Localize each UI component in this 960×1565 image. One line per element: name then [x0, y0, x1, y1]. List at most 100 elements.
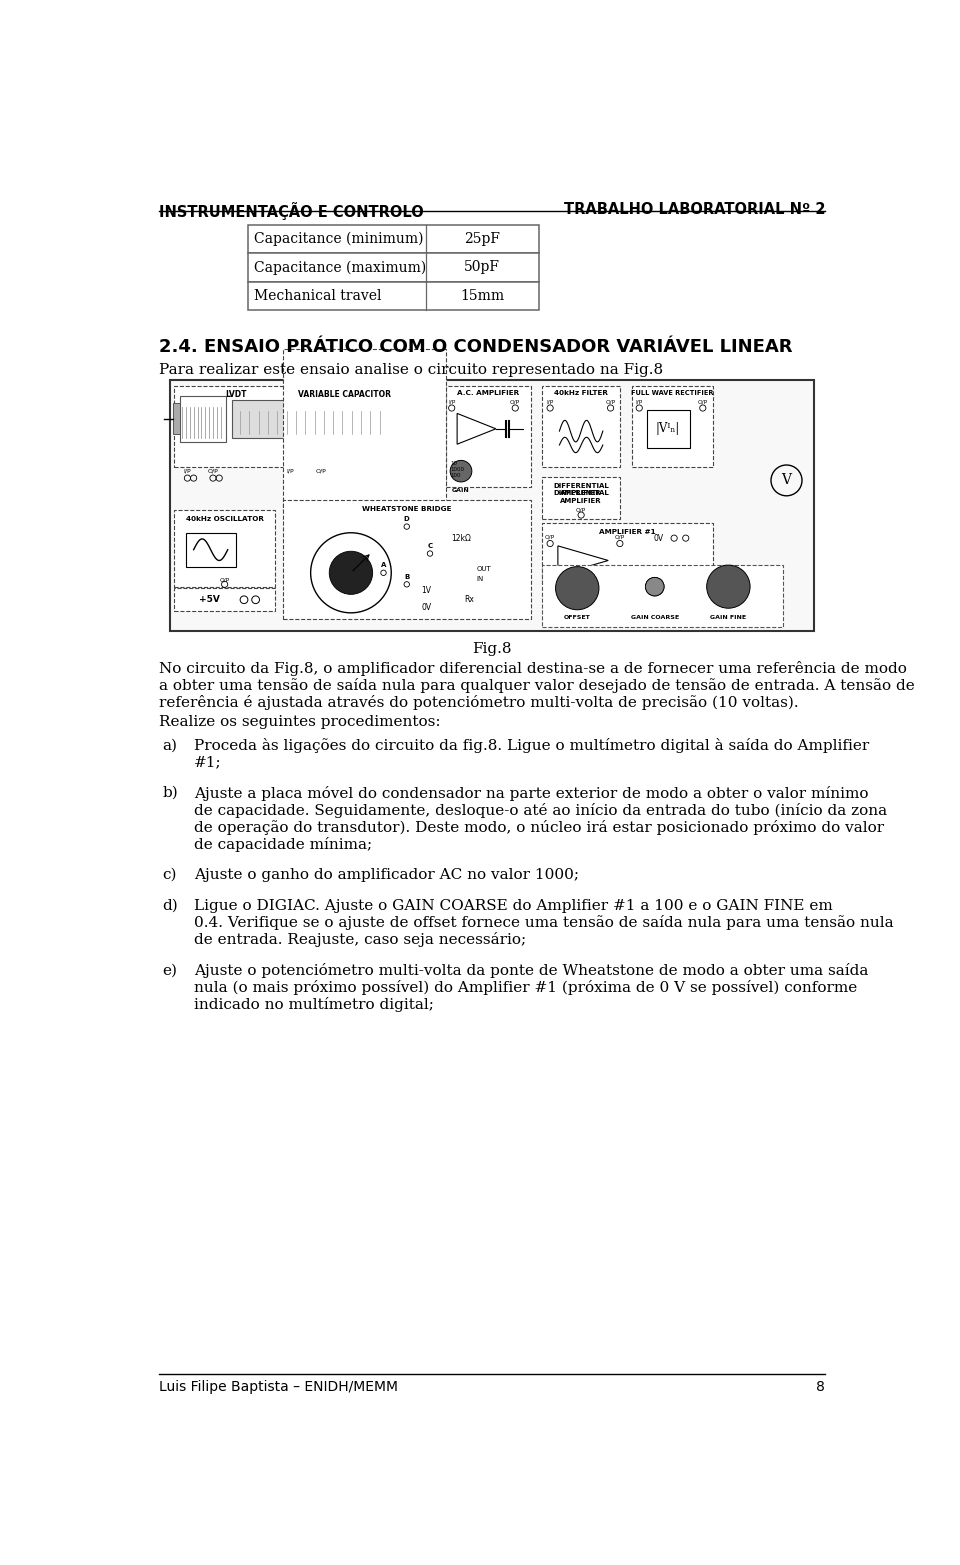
Text: 40kHz FILTER: 40kHz FILTER [554, 390, 608, 396]
Bar [180, 396, 227, 441]
Text: C: C [427, 543, 433, 549]
Bar [542, 477, 620, 520]
Text: No circuito da Fig.8, o amplificador diferencial destina-se a de fornecer uma re: No circuito da Fig.8, o amplificador dif… [158, 662, 906, 676]
Text: Realize os seguintes procedimentos:: Realize os seguintes procedimentos: [158, 715, 441, 729]
Text: B: B [404, 574, 409, 579]
Text: I/P: I/P [448, 399, 455, 404]
Bar [175, 387, 415, 468]
Bar [632, 387, 713, 468]
Text: OFFSET: OFFSET [564, 615, 590, 620]
Bar [175, 588, 275, 612]
Text: 2.4. ENSAIO PRÁTICO COM O CONDENSADOR VARIÁVEL LINEAR: 2.4. ENSAIO PRÁTICO COM O CONDENSADOR VA… [158, 338, 792, 355]
Text: V: V [781, 473, 791, 487]
Text: TRABALHO LABORATORIAL Nº 2: TRABALHO LABORATORIAL Nº 2 [564, 202, 826, 216]
Text: O/P: O/P [220, 577, 229, 582]
Text: 1000: 1000 [450, 468, 464, 473]
Text: 50pF: 50pF [465, 260, 500, 274]
Text: de entrada. Reajuste, caso seja necessário;: de entrada. Reajuste, caso seja necessár… [194, 933, 526, 947]
Text: DIFFERENTIAL: DIFFERENTIAL [553, 490, 609, 496]
Text: e): e) [162, 962, 178, 977]
Text: AMPLIFIER #1: AMPLIFIER #1 [599, 529, 656, 535]
Bar [175, 510, 275, 587]
Text: 12kΩ: 12kΩ [451, 534, 471, 543]
Circle shape [556, 567, 599, 610]
Text: nula (o mais próximo possível) do Amplifier #1 (próxima de 0 V se possível) conf: nula (o mais próximo possível) do Amplif… [194, 980, 857, 995]
Text: I/P: I/P [183, 470, 191, 474]
Text: 8: 8 [816, 1380, 826, 1394]
Bar [170, 380, 814, 631]
Text: a): a) [162, 739, 178, 753]
Bar [174, 404, 180, 434]
Text: OUT: OUT [476, 567, 492, 571]
Text: A: A [381, 562, 386, 568]
Text: +5V: +5V [199, 595, 220, 604]
Text: A.C. AMPLIFIER: A.C. AMPLIFIER [457, 390, 519, 396]
Text: Ligue o DIGIAC. Ajuste o GAIN COARSE do Amplifier #1 a 100 e o GAIN FINE em: Ligue o DIGIAC. Ajuste o GAIN COARSE do … [194, 898, 832, 912]
Text: O/P: O/P [545, 534, 555, 538]
Text: D: D [404, 516, 410, 521]
Text: LVDT: LVDT [226, 390, 247, 399]
Polygon shape [457, 413, 496, 444]
Bar [283, 499, 531, 620]
Text: 0.4. Verifique se o ajuste de offset fornece uma tensão de saída nula para uma t: 0.4. Verifique se o ajuste de offset for… [194, 916, 893, 931]
Bar [186, 532, 236, 568]
Text: O/P: O/P [576, 507, 587, 512]
Text: O/P: O/P [207, 470, 218, 474]
Text: O/P: O/P [698, 399, 708, 404]
Text: 40kHz OSCILLATOR: 40kHz OSCILLATOR [185, 516, 264, 521]
Text: 15mm: 15mm [460, 290, 504, 304]
Text: I/P: I/P [287, 470, 295, 474]
Text: 25pF: 25pF [465, 232, 500, 246]
Text: O/P: O/P [510, 399, 520, 404]
Text: 1V: 1V [421, 585, 431, 595]
Text: Para realizar este ensaio analise o circuito representado na Fig.8: Para realizar este ensaio analise o circ… [158, 363, 662, 377]
Polygon shape [558, 546, 609, 574]
Bar [542, 387, 620, 468]
Text: FULL WAVE RECTIFIER: FULL WAVE RECTIFIER [631, 390, 713, 396]
Bar [647, 410, 689, 448]
Bar [542, 523, 713, 584]
Text: O/P: O/P [614, 534, 625, 538]
Text: Capacitance (maximum): Capacitance (maximum) [254, 260, 426, 275]
Text: GAIN COARSE: GAIN COARSE [631, 615, 679, 620]
Text: #1;: #1; [194, 756, 221, 770]
Text: |Vᴵₙ|: |Vᴵₙ| [656, 423, 680, 435]
Circle shape [645, 577, 664, 596]
Text: VARIABLE CAPACITOR: VARIABLE CAPACITOR [299, 390, 392, 399]
Bar [248, 225, 539, 254]
Circle shape [329, 551, 372, 595]
Text: Luis Filipe Baptista – ENIDH/MEMM: Luis Filipe Baptista – ENIDH/MEMM [158, 1380, 397, 1394]
Text: Mechanical travel: Mechanical travel [254, 290, 381, 304]
Circle shape [450, 460, 472, 482]
Text: referência é ajustada através do potenciómetro multi-volta de precisão (10 volta: referência é ajustada através do potenci… [158, 695, 799, 711]
Text: DIFFERENTIAL
AMPLIFIER: DIFFERENTIAL AMPLIFIER [553, 482, 609, 496]
Bar [542, 565, 782, 626]
Text: IN: IN [476, 576, 484, 582]
Text: a obter uma tensão de saída nula para qualquer valor desejado de tensão de entra: a obter uma tensão de saída nula para qu… [158, 678, 915, 693]
Text: de capacidade mínima;: de capacidade mínima; [194, 837, 372, 851]
Text: I/P: I/P [636, 399, 643, 404]
Text: Ajuste a placa móvel do condensador na parte exterior de modo a obter o valor mí: Ajuste a placa móvel do condensador na p… [194, 786, 868, 801]
Text: WHEATSTONE BRIDGE: WHEATSTONE BRIDGE [362, 505, 451, 512]
Bar [248, 254, 539, 282]
Text: Ajuste o potenciómetro multi-volta da ponte de Wheatstone de modo a obter uma sa: Ajuste o potenciómetro multi-volta da po… [194, 962, 868, 978]
Text: c): c) [162, 867, 178, 881]
Text: GAIN: GAIN [452, 488, 469, 493]
Bar [445, 387, 531, 487]
Bar [248, 282, 539, 310]
Bar [403, 407, 412, 430]
Text: O/P: O/P [316, 470, 326, 474]
Text: O/P: O/P [606, 399, 615, 404]
Circle shape [707, 565, 750, 609]
Circle shape [645, 577, 664, 596]
Text: GAIN FINE: GAIN FINE [710, 615, 747, 620]
Text: Fig.8: Fig.8 [472, 642, 512, 656]
Bar [232, 399, 403, 438]
Text: 0V: 0V [654, 534, 663, 543]
Text: Capacitance (minimum): Capacitance (minimum) [254, 232, 423, 246]
Bar [283, 349, 445, 512]
Text: INSTRUMENTAÇÃO E CONTROLO: INSTRUMENTAÇÃO E CONTROLO [158, 202, 423, 219]
Text: 100: 100 [450, 474, 461, 479]
Text: b): b) [162, 786, 179, 800]
Text: de operação do transdutor). Deste modo, o núcleo irá estar posicionado próximo d: de operação do transdutor). Deste modo, … [194, 820, 884, 836]
